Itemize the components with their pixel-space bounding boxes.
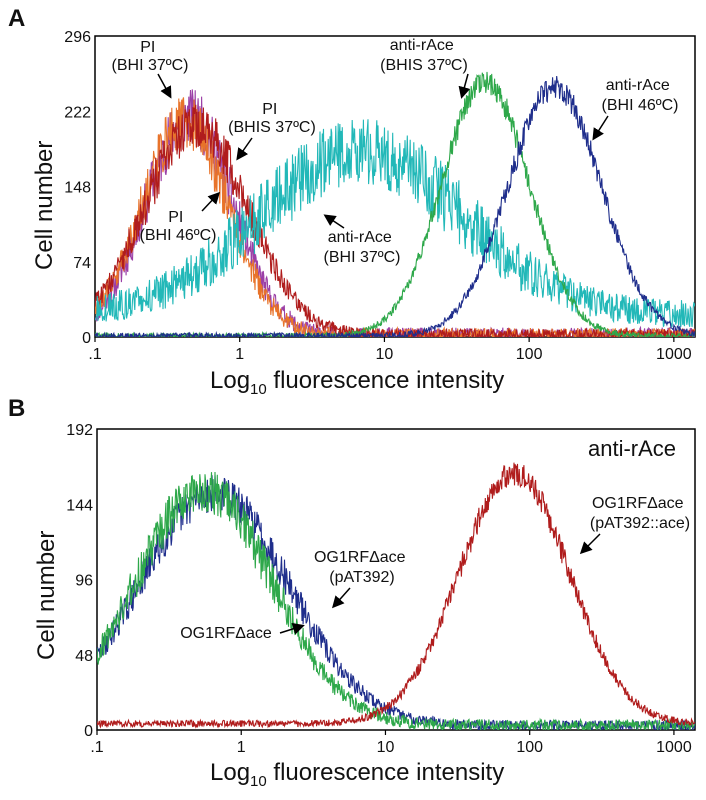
x-tick-label: 100 bbox=[516, 346, 543, 363]
annotation-arrow bbox=[201, 191, 221, 212]
ticks-a: .1 1 10 100 1000 0 74 148 222 296 bbox=[64, 29, 691, 363]
panel-letter-b: B bbox=[8, 395, 25, 422]
plot-frame-a bbox=[94, 35, 696, 338]
y-tick-label: 296 bbox=[64, 29, 91, 46]
annotation-arrow bbox=[458, 73, 471, 99]
series-line bbox=[97, 462, 695, 729]
x-axis-title-log: Log bbox=[210, 367, 250, 394]
y-tick-label: 192 bbox=[66, 422, 93, 439]
y-tick-label: 144 bbox=[66, 497, 93, 514]
annotation-arrow bbox=[592, 115, 609, 141]
x-axis-title-b: Log10 fluorescence intensity bbox=[210, 759, 504, 790]
series-line bbox=[95, 75, 695, 337]
x-tick-label: 10 bbox=[377, 739, 395, 756]
annotation-antirace-bhis37: anti-rAce (BHIS 37ºC) bbox=[380, 37, 468, 74]
annotation-arrow bbox=[279, 623, 305, 635]
x-axis-title-rest: fluorescence intensity bbox=[267, 367, 504, 394]
panel-a: A .1 1 10 100 1000 0 74 148 222 296 Cell number L… bbox=[8, 5, 696, 398]
annotation-line: (BHI 46ºC) bbox=[602, 97, 679, 114]
x-tick-label: 1 bbox=[237, 739, 246, 756]
annotation-line: (pAT392::ace) bbox=[590, 515, 690, 532]
annotation-line: (BHI 37ºC) bbox=[112, 57, 189, 74]
x-tick-label: 1 bbox=[235, 346, 244, 363]
x-axis-title-sub: 10 bbox=[250, 773, 267, 790]
x-tick-label: 1000 bbox=[656, 346, 692, 363]
annotation-og1rf-pat392-ace: OG1RFΔace (pAT392::ace) bbox=[590, 495, 690, 532]
plot-frame-b bbox=[96, 428, 696, 731]
annotation-line: OG1RFΔace bbox=[592, 495, 684, 512]
y-tick-label: 0 bbox=[82, 330, 91, 347]
x-axis-title-a: Log10 fluorescence intensity bbox=[210, 367, 504, 398]
chart-title-b: anti-rAce bbox=[588, 436, 676, 461]
annotation-arrow bbox=[236, 137, 253, 161]
series-group-b bbox=[97, 462, 695, 730]
series-line bbox=[97, 471, 695, 730]
annotation-line: PI bbox=[140, 39, 155, 56]
annotation-line: PI bbox=[262, 101, 277, 118]
panel-letter-a: A bbox=[8, 5, 25, 32]
x-axis-title-sub: 10 bbox=[250, 381, 267, 398]
annotation-line: (BHI 46ºC) bbox=[140, 227, 217, 244]
y-tick-label: 0 bbox=[84, 723, 93, 740]
x-tick-label: 10 bbox=[376, 346, 394, 363]
y-axis-title-b: Cell number bbox=[33, 531, 60, 660]
annotation-arrow bbox=[332, 587, 351, 609]
annotation-line: (BHIS 37ºC) bbox=[380, 57, 468, 74]
annotation-line: anti-rAce bbox=[606, 77, 670, 94]
y-tick-label: 96 bbox=[75, 573, 93, 590]
series-line bbox=[95, 71, 695, 337]
annotation-og1rf-pat392: OG1RFΔace (pAT392) bbox=[314, 549, 410, 586]
annotation-arrow bbox=[157, 73, 172, 99]
x-tick-label: .1 bbox=[88, 346, 101, 363]
series-line bbox=[95, 119, 695, 328]
y-tick-label: 48 bbox=[75, 648, 93, 665]
annotation-arrow bbox=[323, 214, 345, 229]
annotation-line: PI bbox=[168, 209, 183, 226]
series-group-a bbox=[95, 71, 695, 337]
annotation-line: (BHI 37ºC) bbox=[324, 249, 401, 266]
y-tick-label: 148 bbox=[64, 180, 91, 197]
annotation-line: anti-rAce bbox=[328, 229, 392, 246]
annotation-og1rf: OG1RFΔace bbox=[180, 625, 272, 642]
annotation-pi-bhis37: PI (BHIS 37ºC) bbox=[228, 101, 316, 136]
annotation-pi-bhi37: PI (BHI 37ºC) bbox=[112, 39, 189, 74]
y-axis-title-a: Cell number bbox=[31, 141, 58, 270]
annotation-line: OG1RFΔace bbox=[180, 625, 272, 642]
x-axis-title-log: Log bbox=[210, 759, 250, 786]
x-tick-label: 1000 bbox=[656, 739, 692, 756]
annotation-line: (pAT392) bbox=[329, 569, 395, 586]
series-line bbox=[97, 475, 695, 730]
x-tick-label: 100 bbox=[516, 739, 543, 756]
annotation-antirace-bhi46: anti-rAce (BHI 46ºC) bbox=[602, 77, 679, 114]
annotation-arrow bbox=[579, 533, 601, 555]
annotation-line: anti-rAce bbox=[390, 37, 454, 54]
x-axis-title-rest: fluorescence intensity bbox=[267, 759, 504, 786]
ticks-b: .1 1 10 100 1000 0 48 96 144 192 bbox=[66, 422, 692, 756]
y-tick-label: 222 bbox=[64, 104, 91, 121]
x-tick-label: .1 bbox=[90, 739, 103, 756]
annotation-line: (BHIS 37ºC) bbox=[228, 119, 316, 136]
y-tick-label: 74 bbox=[73, 255, 91, 272]
annotation-line: OG1RFΔace bbox=[314, 549, 406, 566]
annotation-pi-bhi46: PI (BHI 46ºC) bbox=[140, 209, 217, 244]
annotation-antirace-bhi37: anti-rAce (BHI 37ºC) bbox=[324, 229, 401, 266]
